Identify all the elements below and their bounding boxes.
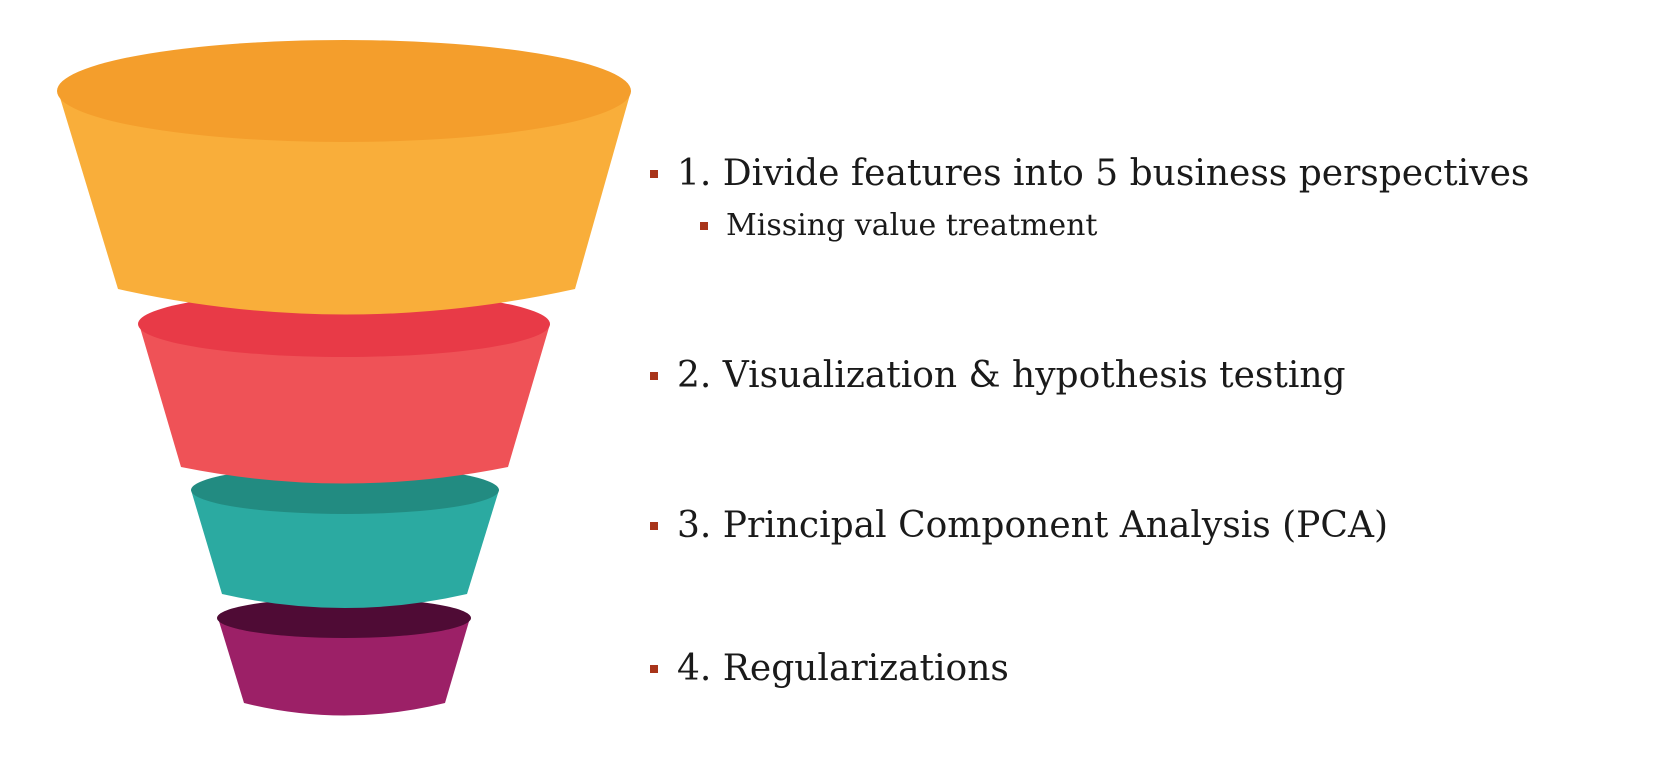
- step-4: 4. Regularizations: [650, 648, 1009, 689]
- step-4-label: 4. Regularizations: [677, 648, 1009, 689]
- step-1-sub-label: Missing value treatment: [726, 208, 1098, 243]
- funnel-tier-4: [217, 598, 471, 716]
- step-2-label: 2. Visualization & hypothesis testing: [677, 355, 1346, 396]
- funnel-tier-3-body: [191, 490, 499, 608]
- bullet-marker: [650, 169, 658, 178]
- funnel-tier-1-rim: [57, 40, 631, 142]
- bullet-marker: [650, 664, 658, 673]
- funnel-tier-4-body: [218, 618, 470, 716]
- funnel-tier-4-rim: [217, 598, 471, 638]
- step-1-subitem: Missing value treatment: [700, 208, 1097, 243]
- step-1: 1. Divide features into 5 business persp…: [650, 153, 1529, 194]
- step-1-label: 1. Divide features into 5 business persp…: [677, 153, 1530, 194]
- step-3-label: 3. Principal Component Analysis (PCA): [677, 505, 1388, 546]
- funnel-tier-1-body: [58, 91, 631, 315]
- bullet-marker: [650, 521, 658, 530]
- bullet-marker: [700, 221, 708, 230]
- step-2: 2. Visualization & hypothesis testing: [650, 355, 1346, 396]
- step-3: 3. Principal Component Analysis (PCA): [650, 505, 1388, 546]
- funnel-tier-1: [57, 40, 631, 315]
- funnel-tier-2-body: [139, 324, 550, 484]
- funnel-diagram: [57, 40, 631, 716]
- bullet-marker: [650, 371, 658, 380]
